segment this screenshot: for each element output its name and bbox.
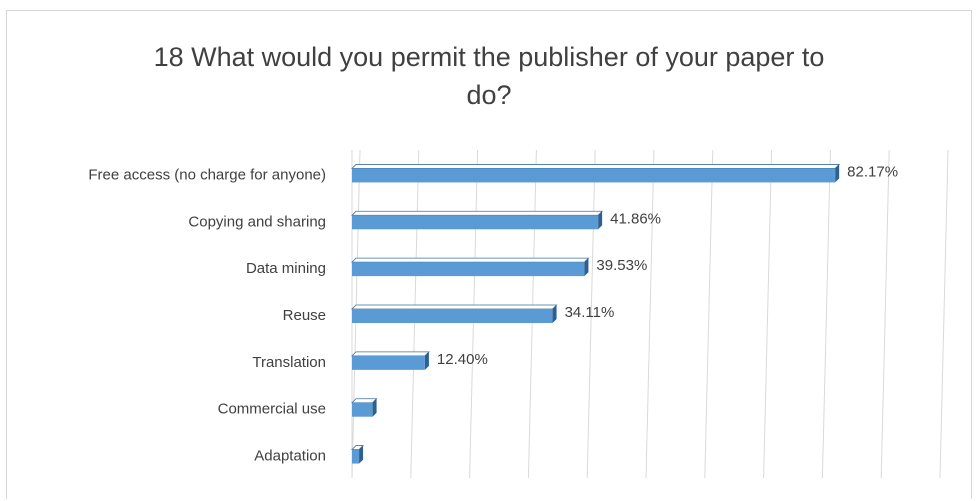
- gridline: [763, 149, 773, 479]
- category-label: Free access (no charge for anyone): [88, 166, 326, 183]
- bar: [352, 355, 425, 370]
- value-label: 82.17%: [847, 163, 898, 180]
- bar: [352, 215, 599, 230]
- chart-title: 18 What would you permit the publisher o…: [0, 38, 978, 114]
- category-label: Adaptation: [254, 448, 326, 465]
- gridline: [704, 149, 714, 479]
- gridline: [821, 149, 831, 479]
- category-label: Copying and sharing: [188, 213, 326, 230]
- bar-top-face: [351, 210, 604, 216]
- category-label: Translation: [252, 354, 326, 371]
- gridline: [586, 149, 596, 479]
- chart-frame: [6, 10, 972, 499]
- bar-top-face: [351, 164, 841, 169]
- bar: [352, 168, 836, 183]
- gridline: [880, 149, 890, 479]
- bar-side-face: [552, 305, 557, 323]
- bar: [352, 449, 360, 464]
- bar-side-face: [424, 351, 429, 370]
- value-label: 12.40%: [437, 351, 488, 368]
- category-label: Commercial use: [218, 401, 326, 418]
- category-label: Reuse: [283, 307, 326, 324]
- bar: [352, 309, 553, 323]
- bar: [352, 402, 373, 417]
- bar-top-face: [351, 257, 590, 263]
- bar-side-face: [835, 164, 840, 183]
- bar-side-face: [598, 211, 603, 230]
- value-label: 34.11%: [565, 304, 615, 321]
- bar-top-face: [351, 351, 430, 357]
- gridline: [645, 149, 655, 479]
- bar-side-face: [359, 445, 364, 464]
- value-label: 41.86%: [610, 210, 661, 227]
- bar-side-face: [584, 258, 589, 277]
- bar: [352, 262, 585, 277]
- value-label: 39.53%: [596, 257, 647, 274]
- chart-title-line-2: do?: [466, 80, 512, 110]
- bar-top-face: [351, 398, 378, 404]
- category-label: Data mining: [246, 260, 326, 277]
- gridline: [939, 149, 949, 479]
- bar-top-face: [351, 304, 558, 310]
- bar-side-face: [372, 398, 377, 417]
- chart-title-line-1: 18 What would you permit the publisher o…: [153, 42, 825, 72]
